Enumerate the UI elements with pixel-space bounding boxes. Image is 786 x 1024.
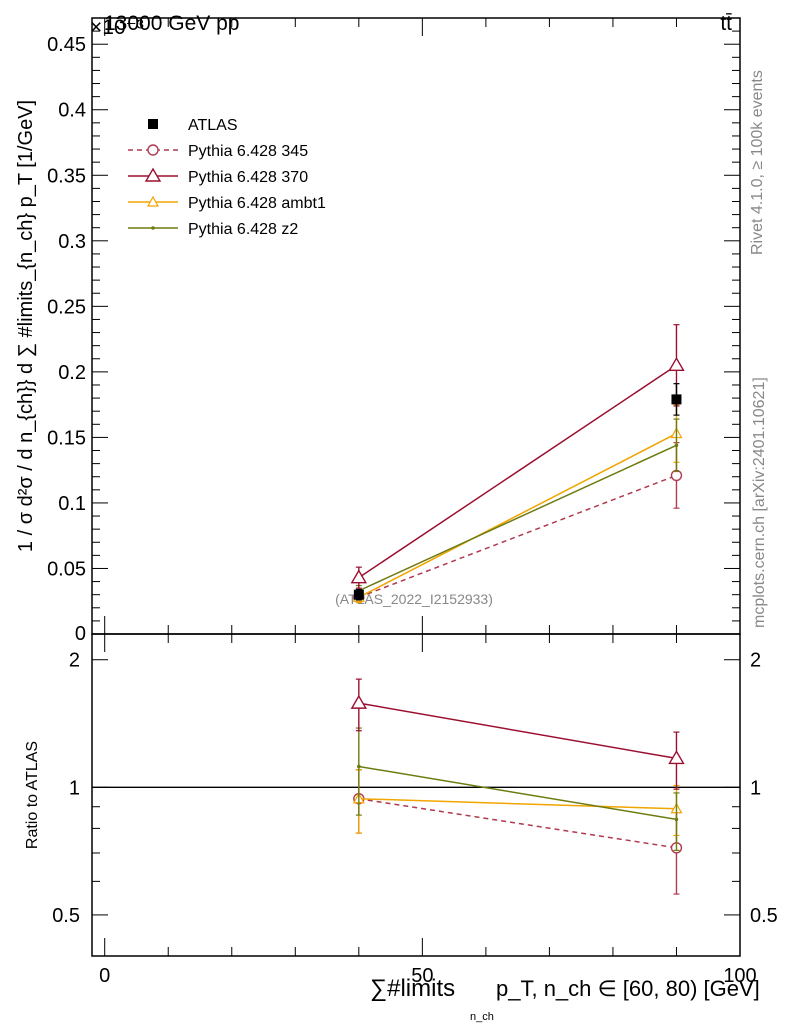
- ratio-y-tick-label-right: 0.5: [750, 905, 778, 927]
- legend-marker: [148, 119, 158, 129]
- legend-label: ATLAS: [188, 117, 238, 134]
- legend-marker: [151, 226, 155, 230]
- legend-marker: [146, 195, 160, 207]
- y-tick-label: 0.1: [58, 493, 86, 515]
- main-panel: 0.05 0.1 0.15 0.2 0.25 0.3 0.35 0.4 0.45 0 (ATLAS_…: [15, 17, 741, 645]
- y-tick-label: 0.05: [47, 558, 86, 580]
- labels: ×10⁻³ 13000 GeV pp tt̄ Rivet 4.1.0, ≥ 10…: [90, 12, 768, 628]
- ratio-series-ambt1: [352, 769, 683, 837]
- main-frame: [91, 17, 741, 635]
- main-point-z2: [674, 443, 679, 448]
- ratio-y-tick-label: 0.5: [52, 905, 80, 927]
- main-series-ambt1: [352, 404, 683, 604]
- legend-label: Pythia 6.428 370: [188, 169, 308, 186]
- y-tick-label: 0.25: [47, 296, 86, 318]
- main-series-p345: [353, 442, 683, 604]
- main-series-atlas: [353, 383, 682, 601]
- legend: ATLAS Pythia 6.428 345 Pythia 6.428 370 Pyt…: [128, 117, 326, 238]
- multiplier-label: ×10⁻³: [90, 16, 144, 39]
- ratio-line-p345: [358, 797, 677, 849]
- ratio-y-axis-title: Ratio to ATLAS: [24, 741, 41, 849]
- ratio-line-z2: [358, 765, 677, 821]
- main-series-p370: [350, 324, 685, 589]
- ratio-line-ambt1: [358, 797, 677, 810]
- x-tick-label: 50: [411, 965, 433, 987]
- main-line-ambt1: [358, 432, 677, 598]
- main-line-p370: [358, 364, 677, 579]
- main-line-z2: [358, 444, 677, 592]
- y-tick-label: 0.3: [58, 231, 86, 253]
- main-series-z2: [355, 418, 680, 597]
- main-line-p345: [358, 474, 677, 599]
- legend-item-ambt1: Pythia 6.428 ambt1: [128, 195, 326, 212]
- x-axis-title-main: ∑#limits: [370, 975, 455, 1002]
- legend-marker: [147, 144, 159, 156]
- main-point-atlas: [353, 589, 364, 600]
- energy-label: 13000 GeV pp: [104, 12, 239, 35]
- legend-marker: [144, 167, 162, 182]
- legend-label: Pythia 6.428 z2: [188, 221, 298, 238]
- ratio-frame: [91, 633, 741, 957]
- x-axis-title-sub: n_ch: [470, 1011, 494, 1023]
- legend-item-atlas: ATLAS: [148, 117, 238, 134]
- y-tick-label: 0.45: [47, 34, 86, 56]
- ratio-panel: 0 50 100 0.5 0.5 1 1 2 2 Ratio to ATLAS ∑#limits n_…: [24, 633, 778, 1023]
- ratio-y-tick-label: 2: [69, 650, 80, 672]
- ratio-y-tick-label: 1: [69, 777, 80, 799]
- ratio-series-z2: [355, 727, 680, 851]
- legend-label: Pythia 6.428 345: [188, 143, 308, 160]
- mcplots-label: mcplots.cern.ch [arXiv:2401.10621]: [751, 377, 768, 628]
- y-tick-label: 0.15: [47, 427, 86, 449]
- ratio-point-z2: [674, 817, 679, 822]
- y-axis-title: 1 / σ d²σ / d n_{ch}} d ∑ #limits_{n_ch}…: [15, 100, 37, 552]
- ratio-series-p370: [350, 678, 685, 790]
- process-label: tt̄: [720, 12, 732, 35]
- ratio-series-p345: [353, 769, 683, 895]
- legend-item-p370: Pythia 6.428 370: [128, 167, 308, 186]
- ratio-line-p370: [358, 702, 677, 760]
- ratio-point-z2: [357, 764, 361, 769]
- watermark: (ATLAS_2022_I2152933): [335, 591, 493, 607]
- rivet-label: Rivet 4.1.0, ≥ 100k events: [749, 70, 766, 255]
- y-tick-label: 0.35: [47, 165, 86, 187]
- legend-item-z2: Pythia 6.428 z2: [128, 221, 298, 238]
- main-point-p370: [668, 356, 685, 372]
- x-tick-label: 100: [723, 965, 756, 987]
- ratio-y-tick-label-right: 1: [750, 777, 761, 799]
- legend-label: Pythia 6.428 ambt1: [188, 195, 326, 212]
- x-axis-title-rest: p_T, n_ch ∈ [60, 80) [GeV]: [496, 976, 760, 1001]
- y-tick-label-zero: 0: [75, 623, 86, 645]
- main-point-atlas: [671, 394, 682, 405]
- y-tick-label: 0.2: [58, 362, 86, 384]
- y-tick-label: 0.4: [58, 100, 86, 122]
- ratio-point-p370: [350, 694, 368, 709]
- main-point-p370: [350, 569, 368, 584]
- ratio-point-p370: [668, 750, 685, 765]
- x-tick-label: 0: [99, 965, 110, 987]
- ratio-y-tick-label-right: 2: [750, 650, 761, 672]
- legend-item-p345: Pythia 6.428 345: [128, 143, 308, 160]
